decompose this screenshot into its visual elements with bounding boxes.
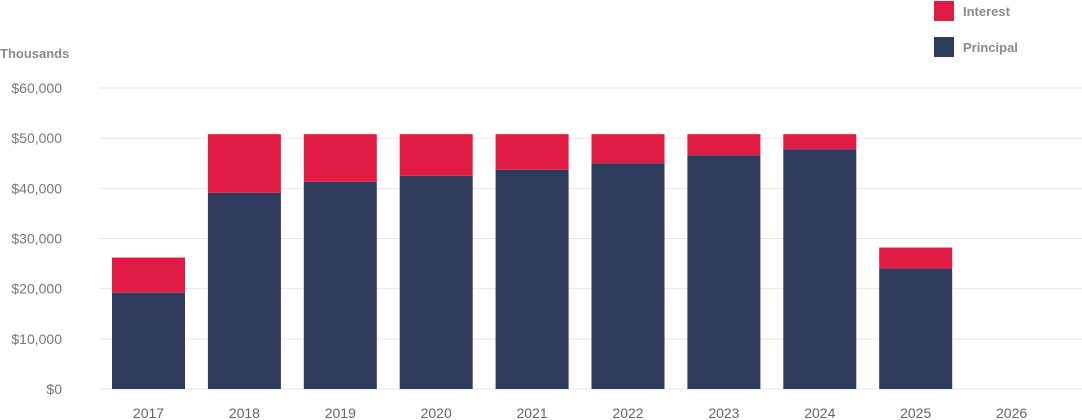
bars — [112, 134, 953, 389]
bar-interest-2022 — [591, 134, 665, 164]
x-tick-label: 2022 — [612, 405, 643, 420]
bar-principal-2024 — [783, 149, 857, 389]
y-tick-label: $0 — [46, 381, 62, 397]
x-tick-label: 2025 — [900, 405, 931, 420]
legend-label-principal: Principal — [963, 40, 1018, 55]
bar-principal-2025 — [879, 268, 953, 389]
bar-interest-2023 — [687, 134, 761, 156]
x-tick-label: 2020 — [421, 405, 452, 420]
x-tick-label: 2023 — [708, 405, 739, 420]
bar-principal-2017 — [112, 292, 185, 389]
x-tick-label: 2018 — [229, 405, 260, 420]
x-axis-tick-labels: 2017 2018 2019 2020 2021 2022 2023 2024 2025 2026 — [133, 405, 1027, 420]
x-tick-label: 2021 — [517, 405, 548, 420]
legend-swatch-interest — [934, 1, 954, 21]
y-tick-label: $50,000 — [11, 130, 62, 146]
x-tick-label: 2017 — [133, 405, 164, 420]
x-tick-label: 2026 — [996, 405, 1027, 420]
y-axis-unit-label: Thousands — [0, 46, 69, 61]
bar-interest-2018 — [207, 134, 281, 193]
bar-principal-2022 — [591, 163, 665, 389]
y-axis-tick-labels: $0 $10,000 $20,000 $30,000 $40,000 $50,000 $60… — [11, 80, 62, 397]
bar-interest-2017 — [112, 257, 185, 293]
legend-swatch-principal — [934, 37, 954, 57]
bar-interest-2024 — [783, 134, 857, 150]
x-tick-label: 2024 — [804, 405, 835, 420]
bar-principal-2019 — [303, 181, 377, 389]
bar-interest-2020 — [399, 134, 473, 176]
y-tick-label: $10,000 — [11, 331, 62, 347]
bar-principal-2021 — [495, 169, 569, 389]
bar-principal-2020 — [399, 175, 473, 389]
y-tick-label: $30,000 — [11, 231, 62, 247]
bar-interest-2019 — [303, 134, 377, 182]
legend-label-interest: Interest — [963, 4, 1011, 19]
y-tick-label: $20,000 — [11, 281, 62, 297]
legend: Interest Principal — [934, 1, 1018, 57]
bar-principal-2018 — [207, 192, 281, 389]
y-tick-label: $60,000 — [11, 80, 62, 96]
bar-interest-2021 — [495, 134, 569, 170]
y-tick-label: $40,000 — [11, 180, 62, 196]
bar-interest-2025 — [879, 247, 953, 269]
bar-principal-2023 — [687, 155, 761, 389]
x-tick-label: 2019 — [325, 405, 356, 420]
